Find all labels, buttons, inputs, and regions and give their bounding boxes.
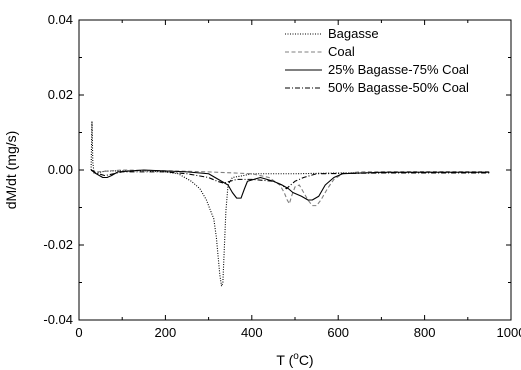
legend-label: 50% Bagasse-50% Coal	[328, 80, 469, 95]
x-tick-label: 1000	[497, 325, 521, 340]
x-axis-title-superscript: o	[293, 351, 299, 362]
legend-label: Bagasse	[328, 26, 379, 41]
y-tick-label: -0.02	[43, 237, 73, 252]
y-tick-label: 0.04	[48, 12, 73, 27]
x-tick-label: 400	[241, 325, 263, 340]
legend-label: 25% Bagasse-75% Coal	[328, 62, 469, 77]
series-line-50-bagasse-50-coal	[90, 169, 490, 190]
series-line-bagasse	[90, 120, 490, 287]
y-tick-label: 0.02	[48, 87, 73, 102]
axes: 0 200 400 600 800 1000 -0.04 -0.02 0.00 0.02 0.04	[43, 12, 521, 340]
y-tick-label: 0.00	[48, 162, 73, 177]
series-line-25-bagasse-75-coal	[90, 169, 490, 201]
series-layer	[90, 120, 490, 287]
x-axis-title: T (oC)	[276, 351, 313, 368]
y-tick-label: -0.04	[43, 312, 73, 327]
y-axis-title: dM/dt (mg/s)	[3, 131, 19, 210]
x-tick-label: 0	[75, 325, 82, 340]
x-tick-label: 600	[327, 325, 349, 340]
x-tick-label: 800	[414, 325, 436, 340]
series-line-coal	[90, 169, 490, 207]
x-tick-label: 200	[155, 325, 177, 340]
legend-label: Coal	[328, 44, 355, 59]
legend: Bagasse Coal 25% Bagasse-75% Coal 50% Bagas…	[285, 26, 469, 95]
